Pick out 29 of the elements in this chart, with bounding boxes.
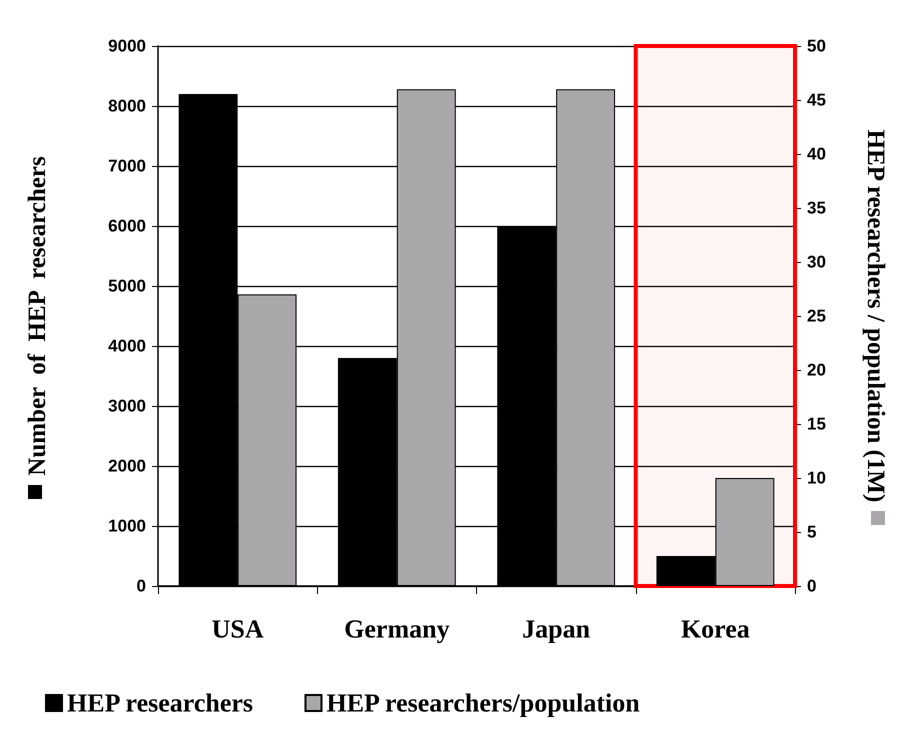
y-tick-label: 9000: [108, 36, 146, 56]
y2-tick-label: 50: [807, 36, 826, 56]
y-tick-label: 6000: [108, 216, 146, 236]
y-tick-label: 5000: [108, 276, 146, 296]
y2-tick-label: 45: [807, 90, 826, 110]
y2-tick-label: 40: [807, 144, 826, 164]
y2-tick-label: 30: [807, 252, 826, 272]
y2-tick-label: 35: [807, 198, 826, 218]
y-tick-label: 3000: [108, 396, 146, 416]
y2-axis-title: HEP researchers / population (1M): [862, 130, 889, 502]
y-tick-label: 8000: [108, 96, 146, 116]
x-tick-label: Germany: [344, 614, 450, 644]
y-axis-title: Number of HEP researchers: [24, 156, 51, 476]
y2-tick-label: 15: [807, 414, 826, 434]
legend-label: HEP researchers: [67, 688, 254, 718]
y2-tick-label: 0: [807, 576, 816, 596]
x-tick-label: Japan: [522, 614, 591, 644]
x-tick-label: USA: [212, 614, 264, 644]
y2-tick-label: 25: [807, 306, 826, 326]
legend-label: HEP researchers/population: [326, 688, 640, 718]
y-tick-label: 1000: [108, 516, 146, 536]
y2-tick-label: 5: [807, 522, 816, 542]
y-tick-label: 0: [136, 576, 146, 596]
y2-tick-label: 20: [807, 360, 826, 380]
y-tick-label: 7000: [108, 156, 146, 176]
x-tick-label: Korea: [680, 614, 750, 644]
y2-tick-label: 10: [807, 468, 826, 488]
y-tick-label: 2000: [108, 456, 146, 476]
y-tick-label: 4000: [108, 336, 146, 356]
